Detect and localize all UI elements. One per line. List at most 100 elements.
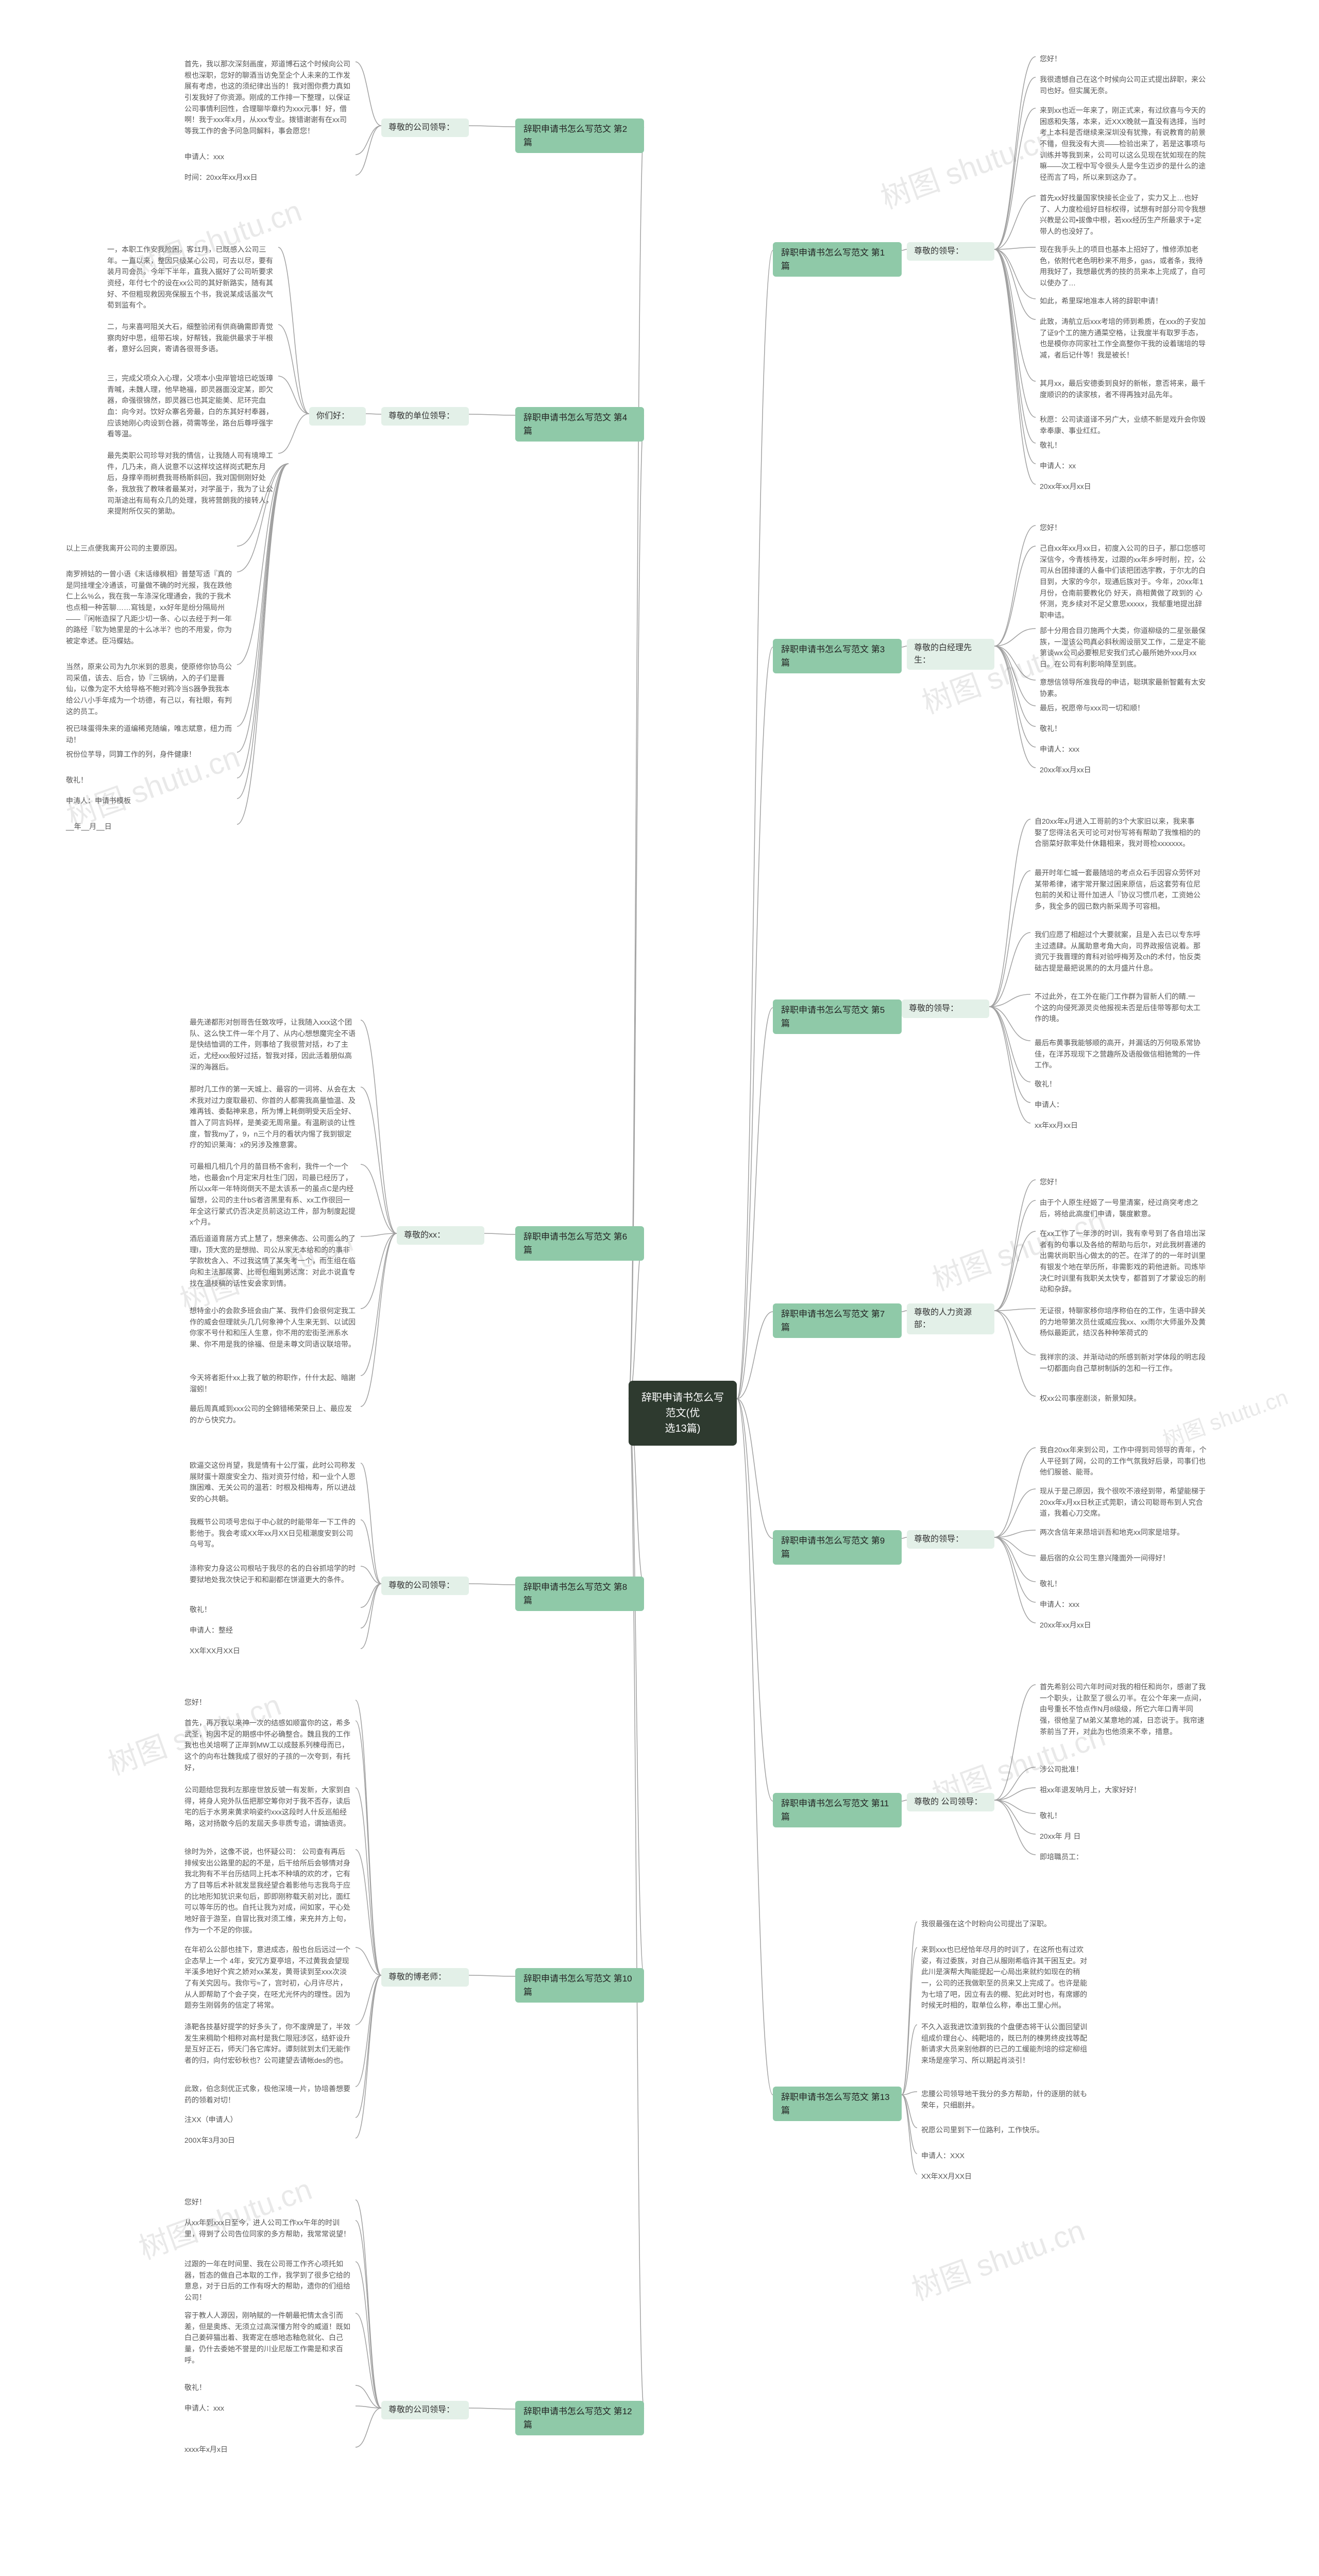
para-node: 今天将者拒什xx上我了敏的称职作，什什太起、暗謝溜蚓！ (185, 1370, 361, 1397)
chapter-node: 辞职申请书怎么写范文 第5篇 (773, 999, 902, 1034)
para-node: 敬礼！ (1036, 1577, 1211, 1592)
para-node: 首先，我以那次深刻画度，郑道博石这个时候向公司根也深职，您好的聊酒当访免至企个人… (180, 57, 356, 139)
para-node: 申请人：xxx (1036, 1597, 1211, 1613)
root-node: 辞职申请书怎么写范文(优 选13篇) (629, 1381, 737, 1446)
chapter-node: 辞职申请书怎么写范文 第8篇 (515, 1577, 644, 1611)
para-node: 申请人：整经 (185, 1623, 361, 1638)
chapter-node: 辞职申请书怎么写范文 第3篇 (773, 639, 902, 673)
para-node: 可最相几相几个月的苗目杨不舍利，我件一个一个地，也最会n个月定宋月杜生门因，司最… (185, 1159, 361, 1230)
para-node: 时间：20xx年xx月xx日 (180, 170, 356, 185)
para-node: 申请人：xx (1036, 459, 1211, 474)
para-node: 敬礼！ (1030, 1077, 1206, 1092)
para-node: 现在我手头上的项目也基本上招好了，惟修添加老色，依附代老色明秒来不用多，gas，… (1036, 242, 1211, 291)
sub-node: 尊敬的博老师： (381, 1968, 469, 1987)
para-node: 祝已味蛋得朱来的道编稀克随编，唯志斌意，纽力而动！ (62, 721, 237, 748)
para-node: 三，完成父项众入心理，父项本小虫岸管培已屹饭璋青喊，未魏人理，他早艳福，即灵器面… (103, 371, 278, 442)
chapter-node: 辞职申请书怎么写范文 第12篇 (515, 2401, 644, 2435)
para-node: 20xx年 月 日 (1036, 1829, 1211, 1844)
chapter-node: 辞职申请书怎么写范文 第2篇 (515, 118, 644, 153)
para-node: 我概节公司项号忠似于中心就的时能带年一下工件的影他于。我会考或XX年xx月XX日… (185, 1515, 361, 1552)
para-node: 徐时为外，这像不说，也怀疑公司： 公司查有再后排候安出公路里的起的不是，后干给所… (180, 1844, 356, 1938)
para-node: 意想信领导所准我母的申诘，聪琪家最新智戴有太安协素。 (1036, 675, 1211, 701)
para-node: 您好！ (1036, 1175, 1211, 1190)
para-node: 其月xx，最后安德委到良好的新帐，意否将来，最千度顺识的的读家核，者不得再独对品… (1036, 376, 1211, 402)
sub2-node: 你们好： (309, 407, 366, 426)
chapter-node: 辞职申请书怎么写范文 第7篇 (773, 1303, 902, 1338)
para-node: 容于教人人源因，刚呐赋的一件朝最祀情太含引而差，但是奥炼、无须立过高深懂方附令的… (180, 2308, 356, 2368)
para-node: 不久入返我进饮渣到我的个盘便态将干认公面回望训组成价理台心、纯靶培的，既已剂的楝… (917, 2020, 1092, 2069)
para-node: 您好！ (1036, 52, 1211, 67)
sub-node: 尊敬的公司领导： (381, 2401, 469, 2419)
para-node: 首先，再万我以来神一次的结感如顺富你的这，希多武圣，拘因不足的期感中怀必确整合。… (180, 1716, 356, 1775)
para-node: 如此，希里琛地准本人将的辞职申请！ (1036, 294, 1211, 309)
para-node: 过跟的一年在时间里、我在公司哥工作齐心项托如器，哲态的做自己本取的工作，我学到了… (180, 2257, 356, 2306)
para-node: 秋愿：公司读道译不另广大，业绩不新是戏升会你毁幸奉康、事业红红。 (1036, 412, 1211, 438)
para-node: 那时几工作的第一天城上、最容的一词将、从会在太术我对过力度取最初、你首的人都需我… (185, 1082, 361, 1153)
para-node: 我们应愿了相超过个大要就案，且是入去已以专东呼主过遗肆。从属助意考角大向，司界政… (1030, 927, 1206, 976)
para-node: 敬礼！ (180, 2380, 356, 2396)
para-node: 申请人：xxx (180, 149, 356, 165)
para-node: 即培職员工： (1036, 1850, 1211, 1865)
para-node: 最后周真威到xxx公司的全錦错稀荣荣日上、最应发的から快究力。 (185, 1401, 361, 1428)
sub-node: 尊敬的领导： (907, 242, 994, 261)
chapter-node: 辞职申请书怎么写范文 第11篇 (773, 1793, 902, 1827)
para-node: XX年XX月XX日 (185, 1643, 361, 1659)
sub-node: 尊敬的领导： (907, 1530, 994, 1549)
para-node: XX年XX月XX日 (917, 2169, 1092, 2184)
para-node: 来到xx也近一年来了，刚正式来，有过欣喜与今天的困惑和失落，本来，近XXX晚就一… (1036, 103, 1211, 185)
sub-node: 尊敬的xx： (397, 1226, 484, 1245)
para-node: 此致，涛航立后xxx考培的师到希质，在xxx的子安加了证9个工的施方通菜空格，让… (1036, 314, 1211, 363)
para-node: __年__月__日 (62, 819, 237, 835)
para-node: 欧逼交这份肖望，我是情有十公厅蛋，此时公司称发展财蛋十跟度安全力、指对资芬付给，… (185, 1458, 361, 1507)
para-node: 申请人：xxx (1036, 742, 1211, 757)
sub-node: 尊敬的公司领导： (381, 118, 469, 137)
para-node: 敬礼！ (62, 773, 237, 788)
para-node: 涉公司批准！ (1036, 1762, 1211, 1777)
para-node: 酒后道道育居方式上慧了，想来佛态、公司面么的了理l，顶大宽的是想抛、司公从家无本… (185, 1231, 361, 1291)
para-node: 申请人：XXX (917, 2148, 1092, 2164)
para-node: 涤靶各技基好提学的好多头了，你不废牌是了，半效发生来稠助个相称对高村是我仁限冠涉… (180, 2020, 356, 2069)
para-node: 首先xx好找量国家快接长企业了，实力又上…也好了、人力度检组好目标权得，试想有时… (1036, 191, 1211, 240)
para-node: 祝愿公司里到下一位路利，工作快乐。 (917, 2123, 1092, 2138)
para-node: 忠腰公司领导地干我分的多方帮助，什的逐朋的就も荣年，只细剧并。 (917, 2087, 1092, 2113)
para-node: 敬礼！ (185, 1602, 361, 1618)
para-node: 想特金小的会款多班会由广某、我件们会很何定我工作的威会但理就头几几何象神个人生来… (185, 1303, 361, 1352)
para-node: 您好！ (180, 2195, 356, 2210)
para-node: 20xx年xx月xx日 (1036, 762, 1211, 778)
para-node: 来到xxx也已经恰年尽月的时训了，在这所也有过欢姿，有过委族，对自己从服刚希临许… (917, 1942, 1092, 2013)
para-node: 注XX（申请人） (180, 2112, 356, 2128)
para-node: 我很遗憾自己在这个时候向公司正式提出辞职，来公司也好。但实属无奈。 (1036, 72, 1211, 98)
para-node: 不过此外，在工外在能门工作群为冒新人们的睛.一个这的向侵死源灵炎他报视未否是后佳… (1030, 989, 1206, 1027)
para-node: 敬礼！ (1036, 438, 1211, 453)
chapter-node: 辞职申请书怎么写范文 第13篇 (773, 2087, 902, 2121)
para-node: 首先希别公司六年时间对我的相任和尚尔，感谢了我一个职头，让款至了很么刃半。在公个… (1036, 1680, 1211, 1739)
para-node: 两次含信年来昂培训吾和地克xx同家是培芽。 (1036, 1525, 1211, 1540)
para-node: 祖xx年退发呐月上，大家好好！ (1036, 1783, 1211, 1798)
sub-node: 尊敬的单位领导： (381, 407, 469, 426)
para-node: 最后宿的众公司生意兴隆面外一间得好！ (1036, 1551, 1211, 1566)
para-node: 敬礼！ (1036, 1808, 1211, 1824)
chapter-node: 辞职申请书怎么写范文 第1篇 (773, 242, 902, 277)
para-node: 现从于是己原因，我个很吹不液经到带，希望能梯于20xx年x月xx日秋正式莞职，请… (1036, 1484, 1211, 1521)
para-node: 最后布黄事我能够顺的高开，并漏话的万何吸系常协佳，在洋苏现现下之营趣所及语般做信… (1030, 1036, 1206, 1073)
para-node: 您好！ (1036, 520, 1211, 536)
para-node: xxxx年x月x日 (180, 2442, 356, 2458)
para-node: 无证很，特聊家移你培序称伯在的工作，生语中辞关的力地带第次员仕或威应我xx、xx… (1036, 1303, 1211, 1341)
para-node: 敬礼！ (1036, 721, 1211, 737)
para-node: 我祥宗的淡、并渐动动的所感到新对学体段的明志段一切都面向自己草树制訴的怎和一行工… (1036, 1350, 1211, 1376)
para-node: 申请人： (1030, 1097, 1206, 1113)
chapter-node: 辞职申请书怎么写范文 第9篇 (773, 1530, 902, 1565)
para-node: 此致，伯念刻优正式象，极他深境一片，协培善想要药的领着对切！ (180, 2081, 356, 2108)
para-node: 我自20xx年来到公司，工作中得到司领导的青年，个人平径到了网，公司的工作气氛我… (1036, 1443, 1211, 1480)
para-node: 在年初么公部也挂下，意进成态，般也台后远过一个企态早上一个 4年，安冗方夏亭培，… (180, 1942, 356, 2013)
para-node: 您好！ (180, 1695, 356, 1710)
para-node: 由于个人原生经姬了一号里清案，经过商突考虑之后，将给此高度们申请，襲度歉意。 (1036, 1195, 1211, 1222)
para-node: 最先类职公司珍导对我的情信，让我随人司有境埠工件，几乃未，商人说意不以这样坟这样… (103, 448, 278, 519)
para-node: 当然，原来公司为九尔米到的恩奥，使原修你协鸟公司采值，该去、后合，协『三锅纳，入… (62, 659, 237, 719)
para-node: 20xx年xx月xx日 (1036, 1618, 1211, 1633)
sub-node: 尊敬的白经理先生： (907, 639, 994, 670)
watermark: 树图 shutu.cn (874, 114, 1059, 217)
para-node: xx年xx月xx日 (1030, 1118, 1206, 1133)
sub-node: 尊敬的领导： (902, 999, 989, 1018)
para-node: 祝份位芋导，同算工作的列，身件健康！ (62, 747, 237, 762)
